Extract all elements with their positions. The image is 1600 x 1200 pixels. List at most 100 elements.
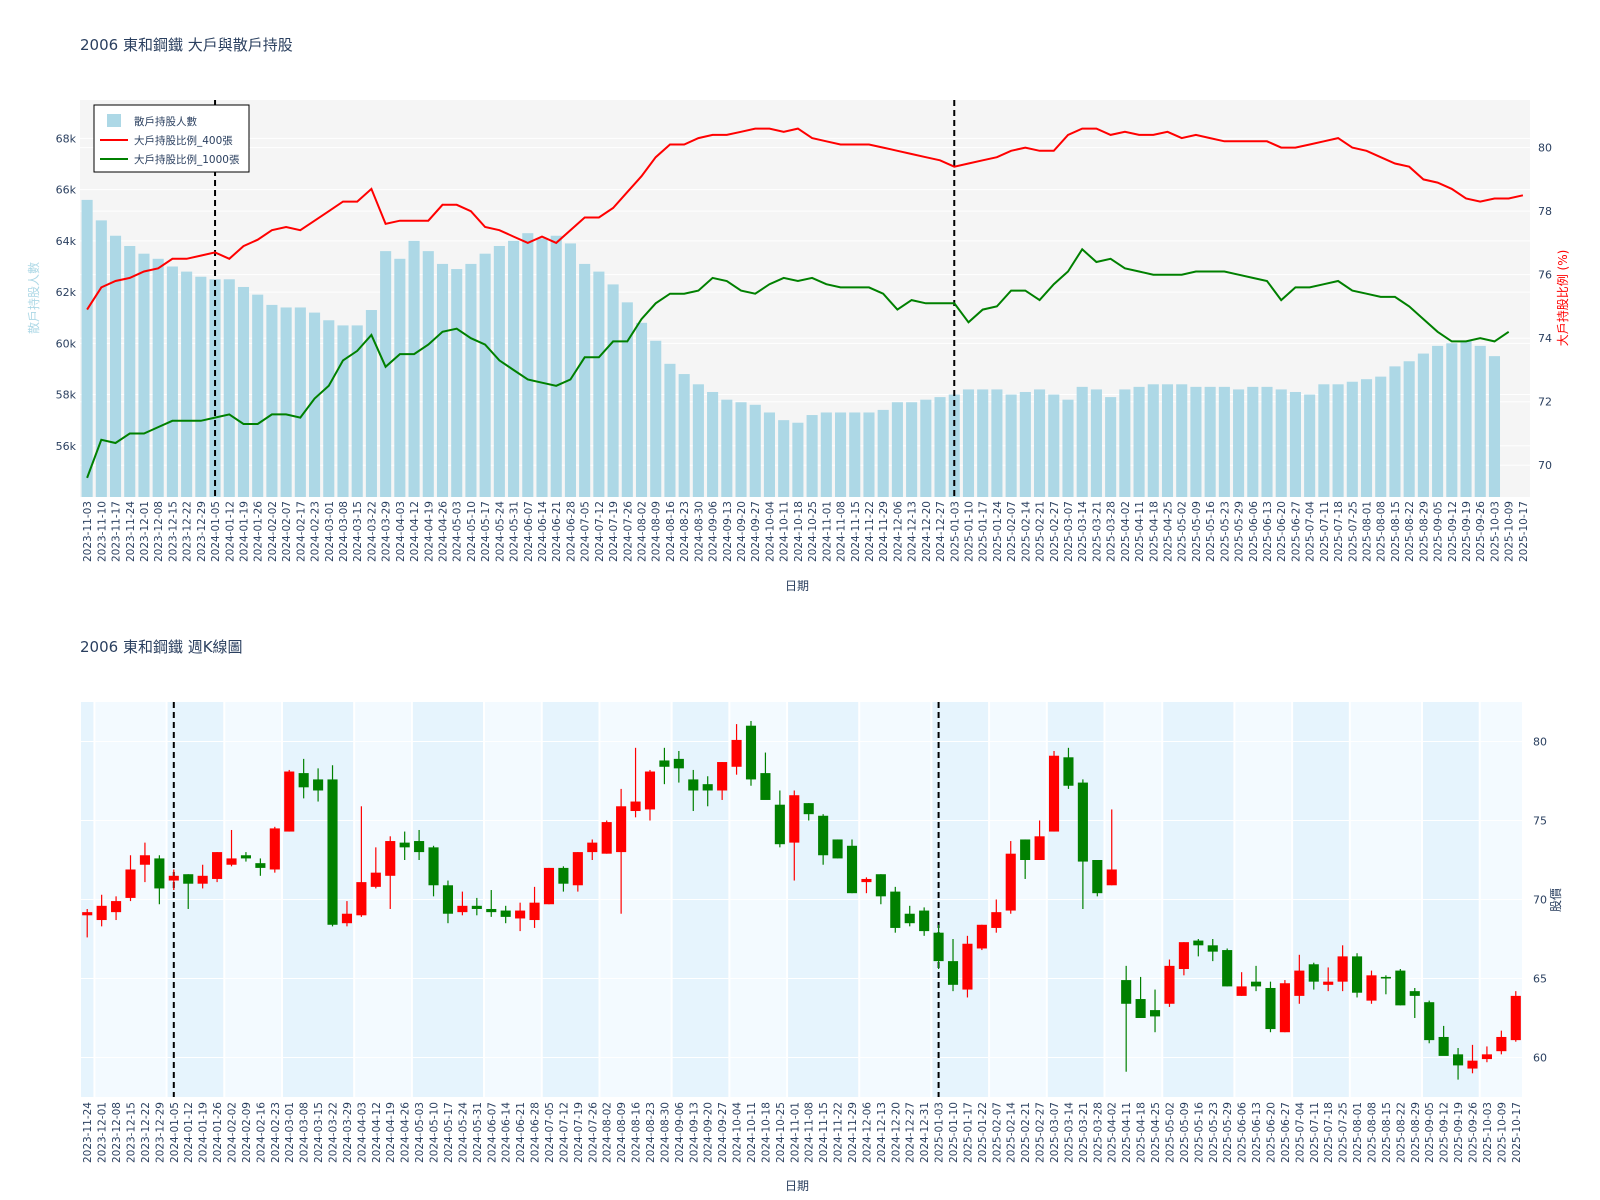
x-tick-label: 2025-03-28 [1106, 501, 1118, 562]
x-tick-label: 2024-03-15 [313, 1102, 325, 1163]
x-tick-label: 2024-04-19 [385, 1102, 397, 1163]
x-tick-label: 2024-09-06 [674, 1102, 686, 1163]
candlestick [1294, 954, 1305, 1004]
x-tick-label: 2025-03-21 [1091, 501, 1103, 562]
retail-holders-bar [1275, 389, 1287, 497]
retail-holders-bar [95, 220, 107, 497]
retail-holders-bar [465, 263, 477, 497]
candle-body [644, 771, 656, 810]
x-tick-label: 2024-10-04 [764, 501, 776, 562]
holdings-legend[interactable]: 散戶持股人數 大戶持股比例_400張 大戶持股比例_1000張 [93, 104, 250, 173]
x-tick-label: 2025-03-14 [1063, 1102, 1075, 1163]
candlestick-chart-title: 2006 東和鋼鐵 週K線圖 [80, 638, 243, 656]
x-tick-label: 2024-06-28 [530, 1102, 542, 1163]
candle-body [313, 779, 324, 791]
candlestick [688, 769, 699, 812]
x-tick-label: 2023-11-10 [96, 501, 108, 562]
candlestick [1424, 1000, 1435, 1044]
holdings-x-axis-label: 日期 [785, 579, 809, 593]
candlestick [572, 852, 583, 892]
holdings-right-axis-label: 大戶持股比例 (%) [1555, 250, 1570, 347]
candle-body [1265, 987, 1276, 1030]
candle-body [1236, 986, 1247, 996]
retail-holders-bar [1318, 384, 1330, 497]
candlestick [543, 867, 555, 905]
candle-body [789, 795, 800, 843]
candlestick [428, 845, 439, 897]
x-tick-label: 2024-04-26 [400, 1102, 412, 1163]
candle-body [1438, 1036, 1449, 1056]
candlestick [96, 894, 107, 927]
x-tick-label: 2025-05-23 [1219, 501, 1231, 562]
candlestick [760, 752, 771, 800]
retail-holders-bar [607, 284, 619, 497]
x-tick-label: 2025-10-03 [1489, 501, 1501, 562]
candlestick [529, 886, 540, 928]
candlestick [1020, 839, 1031, 879]
x-tick-label: 2024-02-09 [241, 1102, 253, 1163]
candle-body [673, 758, 684, 769]
candlestick [1279, 980, 1290, 1033]
candlestick [457, 891, 468, 916]
candle-body [1048, 755, 1060, 832]
x-tick-label: 2024-01-26 [212, 1102, 224, 1163]
candle-body [818, 815, 829, 856]
candle-body [846, 845, 858, 894]
x-tick-label: 2023-12-08 [153, 501, 165, 562]
price-tick-label: 80 [1533, 736, 1547, 749]
retail-holders-bar [451, 269, 463, 497]
retail-holders-bar [1432, 345, 1444, 497]
candle-body [168, 875, 179, 881]
legend-bars-label[interactable]: 散戶持股人數 [134, 115, 197, 128]
x-tick-label: 2025-01-03 [949, 501, 961, 562]
candlestick [875, 874, 886, 905]
candlestick [1207, 939, 1218, 962]
left-tick-label: 58k [56, 389, 77, 402]
retail-holders-bar [721, 399, 733, 497]
candle-body [1510, 995, 1521, 1041]
x-tick-label: 2024-05-17 [443, 1102, 455, 1163]
candlestick [991, 899, 1002, 933]
x-tick-label: 2024-04-26 [438, 501, 450, 562]
retail-holders-bar [863, 412, 875, 497]
x-tick-label: 2024-04-12 [371, 1102, 383, 1163]
x-tick-label: 2025-01-03 [934, 1102, 946, 1163]
x-tick-label: 2025-04-11 [1121, 1102, 1133, 1163]
x-tick-label: 2024-03-22 [328, 1102, 340, 1163]
x-tick-label: 2025-03-07 [1063, 501, 1075, 562]
retail-holders-bar [891, 402, 903, 497]
candle-body [240, 855, 251, 859]
x-tick-label: 2024-07-19 [608, 501, 620, 562]
retail-holders-bar [124, 245, 136, 497]
legend-line1000-label[interactable]: 大戶持股比例_1000張 [134, 153, 240, 166]
candle-body [111, 901, 122, 913]
candlestick [673, 750, 684, 783]
x-tick-label: 2025-07-25 [1347, 501, 1359, 562]
legend-line400-label[interactable]: 大戶持股比例_400張 [134, 134, 233, 147]
x-tick-label: 2024-05-24 [457, 1102, 469, 1163]
x-tick-label: 2024-08-30 [693, 501, 705, 562]
candle-body [125, 869, 136, 898]
retail-holders-bar [394, 258, 406, 497]
x-tick-label: 2024-03-29 [342, 1102, 354, 1163]
holdings-gridlines [80, 137, 1530, 466]
candlestick [471, 897, 482, 916]
candlestick [1178, 942, 1189, 976]
candlestick [1366, 970, 1377, 1004]
candle-body [1323, 981, 1334, 985]
retail-holders-bar [692, 384, 704, 497]
retail-holders-bar [294, 307, 306, 497]
candle-body [1063, 757, 1074, 786]
retail-holders-bar [493, 245, 505, 497]
retail-holders-bar [138, 253, 150, 497]
candlestick-y-axis-label: 股價 [1549, 888, 1563, 912]
x-tick-label: 2024-01-19 [198, 1102, 210, 1163]
x-tick-label: 2024-12-13 [876, 1102, 888, 1163]
retail-holders-bar [1019, 391, 1031, 497]
x-tick-label: 2024-04-03 [395, 501, 407, 562]
candlestick [1135, 976, 1146, 1018]
price-tick-label: 65 [1533, 973, 1547, 986]
x-tick-label: 2025-05-02 [1177, 501, 1189, 562]
candlestick [1409, 987, 1420, 1018]
x-tick-label: 2024-02-16 [255, 1102, 267, 1163]
